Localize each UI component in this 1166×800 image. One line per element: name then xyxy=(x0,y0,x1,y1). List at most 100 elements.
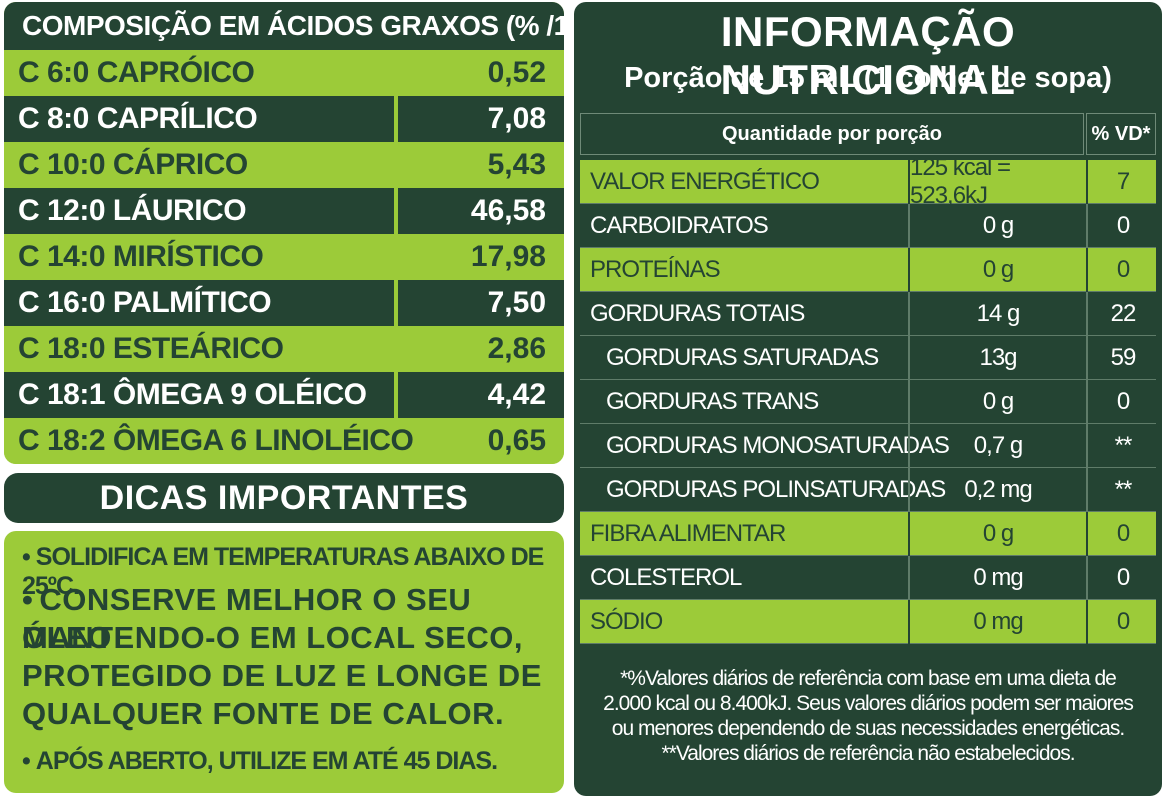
nutrient-name: GORDURAS POLINSATURADAS xyxy=(606,476,946,503)
nutrient-name: SÓDIO xyxy=(590,608,663,635)
column-divider xyxy=(908,424,910,468)
nutrient-row: COLESTEROL 0 mg 0 xyxy=(580,556,1156,600)
nutrient-vd: 0 xyxy=(1116,564,1130,591)
nutrient-amount: 0,2 mg xyxy=(964,476,1032,503)
column-divider xyxy=(1086,292,1088,336)
nutrient-vd: 59 xyxy=(1110,344,1137,371)
nutrition-panel: INFORMAÇÃO NUTRICIONAL Porção de 15 mL (… xyxy=(574,2,1162,796)
fatty-acid-row: C 16:0 PALMÍTICO 7,50 xyxy=(4,280,564,326)
tip-text-continued: QUALQUER FONTE DE CALOR. xyxy=(22,696,505,731)
nutrient-amount: 0 g xyxy=(982,388,1014,415)
nutrient-amount: 0,7 g xyxy=(973,432,1023,459)
nutrition-title: INFORMAÇÃO NUTRICIONAL xyxy=(720,8,1016,103)
column-divider xyxy=(1086,556,1088,600)
serving-size: Porção de 15 mL (1 colher de sopa) xyxy=(624,62,1112,94)
nutrient-vd: 0 xyxy=(1116,520,1130,547)
nutrient-row: GORDURAS TOTAIS 14 g 22 xyxy=(580,292,1156,336)
column-divider xyxy=(908,292,910,336)
fatty-acid-label: C 6:0 CAPRÓICO xyxy=(18,56,255,89)
fatty-acid-label: C 10:0 CÁPRICO xyxy=(18,148,248,181)
nutrient-amount: 14 g xyxy=(976,300,1021,327)
column-divider xyxy=(1086,160,1088,204)
tip-text: SOLIDIFICA EM TEMPERATURAS ABAIXO DE 25º… xyxy=(22,543,544,600)
column-divider xyxy=(1086,424,1088,468)
nutrient-vd: 0 xyxy=(1116,388,1130,415)
row-divider xyxy=(394,188,398,234)
row-divider xyxy=(394,372,398,418)
nutrient-vd: 7 xyxy=(1116,168,1130,195)
column-divider xyxy=(1086,600,1088,644)
fatty-acid-label: C 18:1 ÔMEGA 9 OLÉICO xyxy=(18,378,367,411)
nutrient-name: COLESTEROL xyxy=(590,564,742,591)
column-divider xyxy=(908,380,910,424)
nutrient-name: GORDURAS SATURADAS xyxy=(606,344,879,371)
column-divider xyxy=(908,556,910,600)
nutrient-name: PROTEÍNAS xyxy=(590,256,721,283)
tips-box: • SOLIDIFICA EM TEMPERATURAS ABAIXO DE 25… xyxy=(4,531,564,793)
bullet-icon: • xyxy=(22,747,31,775)
fatty-acid-value: 0,65 xyxy=(487,424,546,457)
fatty-acid-label: C 8:0 CAPRÍLICO xyxy=(18,102,258,135)
fatty-acid-row: C 18:1 ÔMEGA 9 OLÉICO 4,42 xyxy=(4,372,564,418)
nutrient-row: VALOR ENERGÉTICO 125 kcal = 523,6kJ 7 xyxy=(580,154,1156,209)
tip-item: • SOLIDIFICA EM TEMPERATURAS ABAIXO DE 25… xyxy=(22,543,564,601)
nutrient-row: GORDURAS TRANS 0 g 0 xyxy=(580,380,1156,424)
fatty-acid-label: C 18:2 ÔMEGA 6 LINOLÉICO xyxy=(18,424,414,457)
nutrient-row: GORDURAS MONOSATURADAS 0,7 g ** xyxy=(580,424,1156,468)
column-divider xyxy=(908,512,910,556)
footnote-line: *%Valores diários de referência com base… xyxy=(620,667,1117,690)
vd-header: % VD* xyxy=(1086,113,1156,155)
fatty-acid-row: C 12:0 LÁURICO 46,58 xyxy=(4,188,564,234)
fatty-acid-value: 5,43 xyxy=(487,148,546,181)
bullet-icon: • xyxy=(22,543,31,571)
tip-text: APÓS ABERTO, UTILIZE EM ATÉ 45 DIAS. xyxy=(35,747,498,775)
row-divider xyxy=(394,280,398,326)
tip-text: CONSERVE MELHOR O SEU ÓLEO xyxy=(22,582,472,655)
nutrient-vd: 0 xyxy=(1116,608,1130,635)
footnote-line: **Valores diários de referência não esta… xyxy=(661,742,1075,765)
tip-item: • APÓS ABERTO, UTILIZE EM ATÉ 45 DIAS. xyxy=(22,747,498,776)
nutrient-vd: 0 xyxy=(1116,256,1130,283)
fatty-acid-row: C 18:2 ÔMEGA 6 LINOLÉICO 0,65 xyxy=(4,418,564,464)
fatty-acid-value: 0,52 xyxy=(487,56,546,89)
fatty-acid-label: C 16:0 PALMÍTICO xyxy=(18,286,272,319)
column-divider xyxy=(908,248,910,292)
fatty-acid-value: 17,98 xyxy=(470,240,546,273)
column-divider xyxy=(908,160,910,204)
quantity-header: Quantidade por porção xyxy=(580,113,1084,155)
footnote-line: 2.000 kcal ou 8.400kJ. Seus valores diár… xyxy=(603,692,1134,715)
tips-title: DICAS IMPORTANTES xyxy=(4,473,564,523)
nutrient-amount: 0 g xyxy=(982,520,1014,547)
nutrient-vd: ** xyxy=(1114,476,1133,503)
fatty-acid-value: 4,42 xyxy=(487,378,546,411)
footnote: *%Valores diários de referência com base… xyxy=(584,666,1152,766)
fatty-acid-value: 7,50 xyxy=(487,286,546,319)
column-divider xyxy=(1086,204,1088,248)
fatty-acids-panel: COMPOSIÇÃO EM ÁCIDOS GRAXOS (% /100g) C … xyxy=(4,2,564,464)
fatty-acid-row: C 8:0 CAPRÍLICO 7,08 xyxy=(4,96,564,142)
nutrient-row: GORDURAS POLINSATURADAS 0,2 mg ** xyxy=(580,468,1156,512)
nutrient-vd: ** xyxy=(1114,432,1133,459)
tip-item: • CONSERVE MELHOR O SEU ÓLEO xyxy=(22,581,564,657)
nutrient-amount: 0 mg xyxy=(973,564,1023,591)
nutrient-name: GORDURAS MONOSATURADAS xyxy=(606,432,950,459)
tip-text-continued: MANTENDO-O EM LOCAL SECO, xyxy=(22,620,524,655)
nutrient-vd: 0 xyxy=(1116,212,1130,239)
nutrient-row: FIBRA ALIMENTAR 0 g 0 xyxy=(580,512,1156,556)
nutrient-row: GORDURAS SATURADAS 13g 59 xyxy=(580,336,1156,380)
nutrient-amount: 13g xyxy=(979,344,1017,371)
tip-text-continued: PROTEGIDO DE LUZ E LONGE DE xyxy=(22,658,542,693)
nutrient-name: FIBRA ALIMENTAR xyxy=(590,520,786,547)
fatty-acid-value: 46,58 xyxy=(470,194,546,227)
column-divider xyxy=(908,204,910,248)
bullet-icon: • xyxy=(22,582,34,617)
column-divider xyxy=(1086,380,1088,424)
fatty-acids-title: COMPOSIÇÃO EM ÁCIDOS GRAXOS (% /100g) xyxy=(22,10,564,41)
row-divider xyxy=(394,96,398,142)
fatty-acid-row: C 18:0 ESTEÁRICO 2,86 xyxy=(4,326,564,372)
nutrient-amount: 0 mg xyxy=(973,608,1023,635)
fatty-acid-value: 7,08 xyxy=(487,102,546,135)
fatty-acid-row: C 10:0 CÁPRICO 5,43 xyxy=(4,142,564,188)
nutrient-row: SÓDIO 0 mg 0 xyxy=(580,600,1156,644)
column-divider xyxy=(908,600,910,644)
